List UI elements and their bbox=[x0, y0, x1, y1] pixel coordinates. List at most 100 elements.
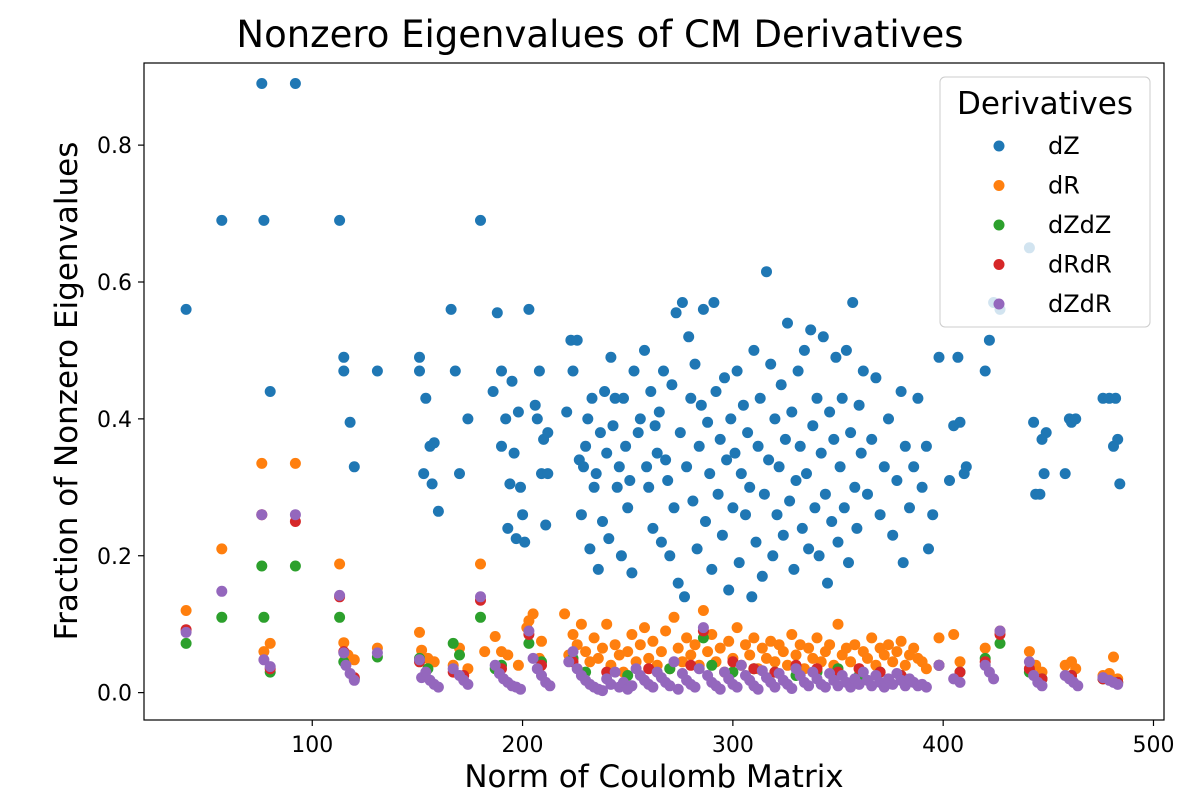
point-dZ-194 bbox=[895, 386, 907, 397]
point-dZdR-68 bbox=[697, 622, 709, 634]
point-dZ-137 bbox=[756, 570, 768, 582]
point-dZ-152 bbox=[788, 563, 800, 575]
point-dZ-94 bbox=[666, 379, 678, 391]
point-dZdR-136 bbox=[1072, 680, 1084, 692]
point-dZ-163 bbox=[811, 392, 823, 404]
point-dZ-136 bbox=[754, 392, 766, 404]
series-dR bbox=[180, 457, 1124, 685]
point-dZdR-8 bbox=[340, 659, 352, 671]
point-dZ-20 bbox=[445, 303, 457, 315]
point-dZdZ-12 bbox=[447, 637, 459, 649]
point-dZdZ-0 bbox=[180, 637, 192, 649]
point-dZdR-100 bbox=[832, 680, 844, 692]
point-dZ-133 bbox=[748, 344, 760, 356]
point-dZ-46 bbox=[542, 427, 554, 439]
point-dZdR-67 bbox=[693, 663, 705, 675]
x-tick-label: 200 bbox=[502, 733, 544, 758]
point-dZdR-35 bbox=[544, 680, 556, 692]
point-dZ-221 bbox=[1040, 427, 1052, 439]
point-dZ-196 bbox=[899, 440, 911, 452]
point-dZ-132 bbox=[746, 591, 758, 603]
point-dZ-88 bbox=[653, 406, 665, 418]
point-dZ-188 bbox=[870, 372, 882, 384]
point-dR-94 bbox=[832, 618, 844, 630]
point-dZdR-4 bbox=[264, 661, 276, 673]
point-dZdR-29 bbox=[515, 683, 526, 695]
point-dZ-2 bbox=[256, 78, 268, 89]
point-dZdZ-5 bbox=[289, 560, 301, 572]
point-dR-22 bbox=[502, 649, 514, 661]
point-dZ-26 bbox=[491, 307, 503, 319]
point-dZdR-66 bbox=[689, 681, 701, 693]
point-dR-18 bbox=[475, 558, 486, 570]
point-dZdR-129 bbox=[1023, 656, 1035, 668]
point-dR-97 bbox=[845, 656, 857, 668]
point-dZ-38 bbox=[519, 536, 531, 548]
legend-item-dZ: dZ bbox=[993, 132, 1080, 160]
point-dR-102 bbox=[866, 632, 878, 644]
point-dR-112 bbox=[908, 642, 920, 654]
point-dZ-8 bbox=[338, 365, 350, 377]
point-dZ-212 bbox=[983, 334, 995, 346]
point-dR-4 bbox=[264, 637, 276, 649]
y-axis-label: Fraction of Nonzero Eigenvalues bbox=[49, 142, 85, 641]
point-dZ-189 bbox=[874, 509, 886, 521]
point-dZdR-62 bbox=[672, 683, 684, 695]
point-dZ-74 bbox=[620, 440, 632, 452]
point-dR-47 bbox=[634, 639, 646, 651]
point-dZ-202 bbox=[923, 543, 934, 555]
point-dZ-42 bbox=[533, 365, 545, 377]
point-dR-64 bbox=[706, 629, 718, 640]
point-dR-20 bbox=[489, 631, 501, 642]
point-dZ-81 bbox=[639, 344, 650, 356]
point-dZ-159 bbox=[803, 543, 815, 555]
point-dR-60 bbox=[689, 639, 701, 651]
point-dZ-105 bbox=[689, 358, 701, 370]
point-dZ-28 bbox=[496, 440, 507, 452]
point-dR-26 bbox=[527, 608, 539, 620]
point-dZ-140 bbox=[763, 454, 775, 466]
point-dZ-113 bbox=[706, 563, 718, 575]
point-dZ-106 bbox=[691, 543, 703, 555]
point-dR-116 bbox=[933, 632, 945, 644]
point-dZ-198 bbox=[908, 461, 920, 473]
point-dZ-30 bbox=[502, 522, 514, 534]
point-dZ-31 bbox=[504, 478, 516, 490]
point-dZ-69 bbox=[609, 392, 621, 404]
point-dZ-174 bbox=[834, 461, 846, 473]
x-axis-ticks: 100 200 300 400 500 bbox=[291, 720, 1174, 758]
point-dZdR-105 bbox=[853, 678, 865, 690]
point-dR-89 bbox=[811, 632, 823, 644]
point-dZdZ-24 bbox=[706, 659, 718, 671]
point-dR-52 bbox=[655, 646, 667, 658]
point-dZ-25 bbox=[487, 386, 499, 397]
legend-label: dZ bbox=[1048, 132, 1080, 160]
point-dZ-5 bbox=[289, 78, 301, 89]
point-dZ-135 bbox=[752, 440, 764, 452]
point-dR-9 bbox=[348, 654, 360, 666]
point-dZ-13 bbox=[414, 365, 425, 377]
point-dR-38 bbox=[597, 642, 608, 654]
point-dZ-75 bbox=[622, 502, 634, 514]
point-dZ-56 bbox=[582, 413, 594, 425]
point-dR-82 bbox=[782, 659, 793, 671]
point-dZ-21 bbox=[449, 365, 461, 377]
point-dZdR-72 bbox=[714, 683, 726, 695]
point-dZ-205 bbox=[944, 475, 955, 486]
point-dZ-71 bbox=[613, 461, 625, 473]
point-dZ-193 bbox=[891, 475, 903, 486]
point-dZ-84 bbox=[645, 386, 657, 397]
point-dZ-170 bbox=[826, 516, 838, 527]
point-dZ-107 bbox=[693, 440, 705, 452]
point-dZ-19 bbox=[432, 505, 444, 517]
x-axis-label: Norm of Coulomb Matrix bbox=[464, 759, 843, 795]
point-dZdR-37 bbox=[567, 646, 579, 658]
point-dZ-158 bbox=[801, 468, 812, 480]
point-dZ-144 bbox=[771, 509, 783, 521]
chart-title: Nonzero Eigenvalues of CM Derivatives bbox=[236, 13, 963, 56]
point-dZ-168 bbox=[822, 577, 833, 589]
point-dZ-225 bbox=[1070, 413, 1082, 425]
point-dZdR-5 bbox=[289, 509, 301, 521]
point-dZ-95 bbox=[668, 502, 680, 514]
point-dZ-208 bbox=[954, 416, 966, 428]
